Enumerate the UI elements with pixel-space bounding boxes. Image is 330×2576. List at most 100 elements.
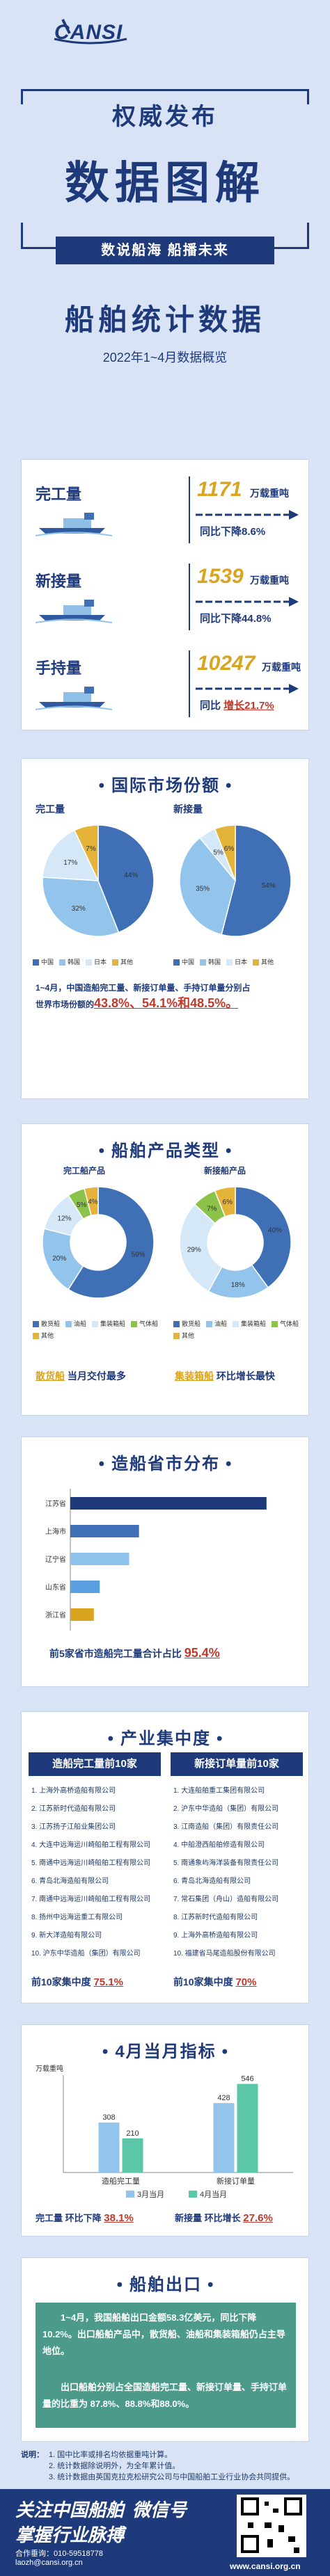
bar	[213, 2103, 235, 2173]
overview-divider	[189, 477, 190, 543]
overview-change: 同比 增长21.7%	[200, 698, 274, 712]
market-note-line1: 1~4月，中国造船完工量、新接订单量、手持订单量分别占	[36, 983, 251, 993]
legend-swatch	[272, 1321, 278, 1328]
bar	[98, 2122, 120, 2173]
products-foot-right: 集装箱船 环比增长最快	[175, 1368, 275, 1384]
legend-swatch	[206, 1321, 213, 1328]
bar-category-label: 浙江省	[45, 1610, 66, 1619]
list-item: 4. 中船澄西船舶修造有限公司	[173, 1841, 265, 1849]
legend-swatch	[126, 2191, 134, 2198]
legend-swatch	[173, 1321, 180, 1328]
legend-label: 油船	[214, 1320, 228, 1327]
products-foot-right-text: 环比增长最快	[216, 1370, 275, 1382]
overview-unit: 万载重吨	[250, 575, 289, 586]
monthly-foot-left: 完工量 环比下降 38.1%	[36, 2210, 134, 2227]
market-note-values: 43.8%、54.1%和48.5%。	[94, 996, 239, 1010]
overview-change-prefix: 同比下降	[200, 613, 242, 625]
legend-label: 韩国	[68, 959, 81, 966]
bar-value-label: 308	[102, 2113, 115, 2122]
pie-value-label: 5%	[77, 1201, 87, 1209]
legend-label: 气体船	[280, 1320, 299, 1327]
monthly-title: 4月当月指标	[22, 2038, 310, 2062]
legend-item: 气体船	[266, 1319, 299, 1329]
pie-slice	[68, 1186, 155, 1299]
legend-label: 日本	[235, 959, 248, 966]
market-card: 国际市场份额 完工量 新接量 44% 32% 17% 7% 54% 35% 5%6% 中国…	[21, 758, 309, 1099]
list-item: 9. 新大洋造船有限公司	[31, 1932, 102, 1939]
list-item: 7. 常石集团（舟山）造船有限公司	[173, 1896, 279, 1903]
products-title: 船舶产品类型	[22, 1137, 310, 1161]
footer-slogan3: 掌握行业脉搏	[15, 2525, 125, 2545]
industry-left-header: 造船完工量前10家	[29, 1752, 161, 1776]
overview-divider	[189, 563, 190, 630]
overview-change-prefix: 同比	[200, 700, 224, 712]
bar-category-label: 新接订单量	[217, 2176, 255, 2186]
overview-row: 新接量 1539 万载重吨 同比下降44.8%	[22, 555, 310, 639]
footer: 关注中国船舶 微信号 掌握行业脉搏 合作垂询：010-59518778 laoz…	[0, 2489, 330, 2576]
pie-value-label: 40%	[268, 1226, 282, 1234]
legend-swatch	[33, 959, 39, 966]
market-note: 1~4月，中国造船完工量、新接订单量、手持订单量分别占 世界市场份额的43.8%…	[36, 980, 300, 1012]
note-item: 3. 统计数据由英国克拉克松研究公司与中国船舶工业行业协会共同提供。	[49, 2473, 295, 2481]
industry-card: 产业集中度 造船完工量前10家 新接订单量前10家 前10家集中度 75.1% …	[21, 1711, 309, 2003]
note-item: 2. 统计数据除说明外，为全年累计值。	[49, 2462, 180, 2470]
pie-value-label: 35%	[196, 885, 210, 893]
subtitle: 船舶统计数据	[64, 303, 265, 336]
legend-label: 其他	[41, 1332, 54, 1339]
legend-swatch	[92, 1321, 99, 1328]
industry-right-header: 新接订单量前10家	[171, 1752, 303, 1776]
bar-value-label: 428	[217, 2094, 230, 2102]
pie-value-label: 5%	[213, 849, 223, 857]
legend-label: 中国	[182, 959, 195, 966]
y-axis-label: 万载重吨	[36, 2064, 63, 2073]
overview-row: 手持量 10247 万载重吨 同比 增长21.7%	[22, 642, 310, 726]
bar	[70, 1581, 100, 1593]
qr-code-icon	[241, 2497, 302, 2553]
bar	[70, 1525, 139, 1537]
legend-label: 其他	[120, 959, 134, 966]
legend-item: 其他	[27, 1331, 54, 1341]
export-card: 船舶出口 1~4月，我国船舶出口金额58.3亿美元，同比下降10.2%。出口船舶…	[21, 2257, 309, 2442]
pie-slice	[214, 824, 236, 881]
footer-email: laozh@cansi.org.cn	[15, 2559, 83, 2567]
provinces-title: 造船省市分布	[22, 1450, 310, 1474]
export-title: 船舶出口	[22, 2271, 310, 2295]
provinces-note-prefix: 前5家省市造船完工量合计占比	[49, 1648, 182, 1659]
industry-left-foot-value: 75.1%	[93, 1976, 124, 1988]
legend-swatch	[33, 1321, 39, 1328]
pie-value-label: 18%	[231, 1281, 245, 1289]
overview-change-value: 8.6%	[242, 526, 266, 538]
legend-label: 3月当月	[137, 2189, 164, 2199]
legend-swatch	[86, 959, 93, 966]
legend-label: 集装箱船	[241, 1320, 267, 1327]
pie-slice	[235, 1186, 292, 1288]
legend-item: 日本	[80, 957, 107, 966]
products-foot-left: 散货船 当月交付最多	[36, 1368, 126, 1384]
legend-item: 韩国	[54, 957, 80, 966]
legend-item: 油船	[201, 1319, 227, 1329]
export-para2: 出口船舶分别占全国造船完工量、新接订单量、手持订单量的比重为 87.8%、88.…	[42, 2382, 288, 2409]
legend-item: 其他	[168, 1331, 194, 1341]
bar-category-label: 辽宁省	[45, 1555, 66, 1564]
industry-left-foot-prefix: 前10家集中度	[31, 1976, 91, 1987]
pie-value-label: 44%	[124, 872, 138, 879]
legend-label: 日本	[94, 959, 107, 966]
market-note-prefix: 世界市场份额的	[36, 1000, 95, 1009]
legend-label: 韩国	[208, 959, 221, 966]
list-item: 5. 南通中远海运川崎船舶工程有限公司	[31, 1859, 151, 1867]
legend-label: 集装箱船	[100, 1320, 126, 1327]
legend-swatch	[131, 1321, 138, 1328]
monthly-foot-right-mid: 环比增长	[204, 2213, 241, 2223]
legend-label: 其他	[182, 1332, 195, 1339]
bar	[237, 2083, 258, 2173]
legend-swatch	[65, 1321, 72, 1328]
overview-label: 完工量	[36, 486, 82, 503]
qr-code	[237, 2495, 306, 2557]
bar-category-label: 上海市	[45, 1527, 66, 1536]
legend-swatch	[189, 2191, 197, 2198]
overview-change-value: 44.8%	[242, 613, 272, 625]
overview-change-value: 增长21.7%	[223, 700, 274, 712]
list-item: 2. 江苏新时代造船有限公司	[31, 1805, 116, 1813]
date-range: 2022年1~4月数据概览	[102, 351, 228, 365]
list-item: 4. 大连中远海运川崎船舶工程有限公司	[31, 1841, 151, 1849]
